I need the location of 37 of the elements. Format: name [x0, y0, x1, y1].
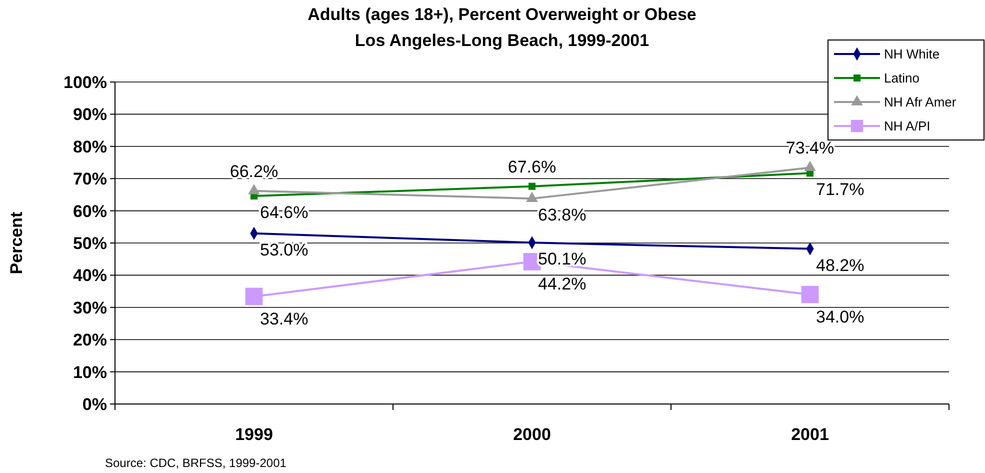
legend-label: NH White	[884, 46, 940, 62]
y-tick-label: 50%	[72, 234, 107, 253]
x-tick-label: 2001	[791, 425, 829, 444]
y-tick-label: 10%	[72, 362, 107, 382]
point	[245, 288, 263, 306]
data-label: 66.2%	[230, 162, 278, 181]
legend-label: Latino	[884, 70, 920, 86]
data-label: 48.2%	[816, 256, 864, 275]
data-label: 71.7%	[816, 180, 864, 200]
data-label: 33.4%	[260, 309, 308, 328]
x-tick-label: 2000	[513, 425, 551, 444]
point	[804, 160, 816, 172]
y-tick-label: 100%	[64, 72, 107, 92]
y-tick-label: 70%	[72, 170, 107, 189]
chart-title: Adults (ages 18+), Percent Overweight or Obese Los Angeles-Long Beach, 1999-2001	[308, 5, 696, 50]
point	[801, 286, 819, 304]
point	[248, 184, 260, 194]
source-note: Source: CDC, BRFSS, 1999-2001	[105, 456, 287, 470]
data-label: 63.8%	[538, 206, 586, 225]
data-label: 67.6%	[508, 157, 556, 176]
y-tick-label: 20%	[72, 330, 107, 350]
data-label: 34.0%	[816, 308, 864, 327]
point	[526, 192, 538, 202]
y-tick-label: 90%	[72, 105, 107, 124]
data-label: 44.2%	[538, 274, 586, 294]
y-axis-title: Percent	[7, 211, 26, 274]
data-label: 53.0%	[260, 240, 308, 260]
data-label: 50.1%	[538, 250, 586, 269]
legend-label: NH A/PI	[884, 118, 930, 134]
y-tick-label: 0%	[82, 394, 107, 414]
y-tick-label: 60%	[72, 202, 107, 221]
y-tick-label: 80%	[72, 137, 107, 156]
y-tick-label: 30%	[72, 298, 107, 318]
x-tick-label: 1999	[235, 425, 273, 444]
legend-label: NH Afr Amer	[884, 94, 957, 110]
y-tick-label: 40%	[72, 266, 107, 286]
point	[528, 182, 536, 190]
